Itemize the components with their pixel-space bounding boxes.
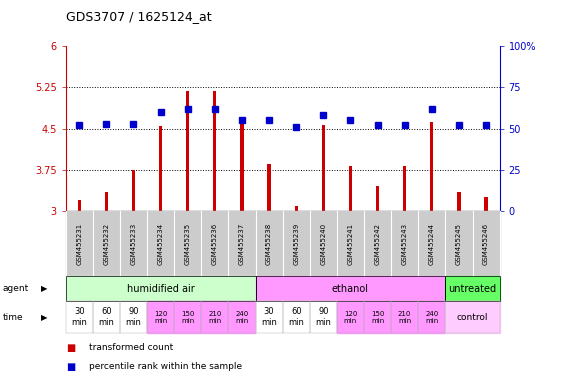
Text: control: control [457,313,488,322]
Text: ▶: ▶ [41,313,47,322]
Text: 120
min: 120 min [344,311,357,324]
Text: GDS3707 / 1625124_at: GDS3707 / 1625124_at [66,10,211,23]
Text: 90
min: 90 min [126,308,142,327]
Bar [213,91,216,211]
Bar [376,187,379,211]
Text: ■: ■ [66,343,75,353]
Bar [295,206,298,211]
Text: 210
min: 210 min [398,311,411,324]
Text: ethanol: ethanol [332,284,369,294]
Text: percentile rank within the sample: percentile rank within the sample [89,362,242,371]
Text: 150
min: 150 min [371,311,384,324]
Text: GSM455237: GSM455237 [239,223,245,265]
Text: 30
min: 30 min [261,308,277,327]
Text: GSM455234: GSM455234 [158,223,164,265]
Bar [403,166,407,211]
Text: 210
min: 210 min [208,311,222,324]
Text: GSM455232: GSM455232 [103,223,110,265]
Text: 90
min: 90 min [315,308,331,327]
Bar [349,166,352,211]
Text: GSM455245: GSM455245 [456,223,462,265]
Bar [267,164,271,211]
Bar [186,91,190,211]
Bar [159,126,162,211]
Text: GSM455233: GSM455233 [130,223,136,265]
Text: 60
min: 60 min [98,308,114,327]
Text: 30
min: 30 min [71,308,87,327]
Text: GSM455246: GSM455246 [483,223,489,265]
Bar [132,170,135,211]
Text: GSM455244: GSM455244 [429,223,435,265]
Text: GSM455241: GSM455241 [347,223,353,265]
Text: 60
min: 60 min [288,308,304,327]
Bar [104,192,108,211]
Text: GSM455235: GSM455235 [184,223,191,265]
Text: agent: agent [3,285,29,293]
Text: GSM455243: GSM455243 [401,223,408,265]
Text: GSM455242: GSM455242 [375,223,381,265]
Text: ■: ■ [66,362,75,372]
Text: GSM455240: GSM455240 [320,223,327,265]
Bar [484,197,488,211]
Text: transformed count: transformed count [89,343,173,351]
Bar [430,122,433,211]
Text: humidified air: humidified air [127,284,195,294]
Text: GSM455231: GSM455231 [76,223,82,265]
Bar [457,192,461,211]
Text: 150
min: 150 min [181,311,194,324]
Bar [240,122,244,211]
Text: 240
min: 240 min [425,311,439,324]
Text: ▶: ▶ [41,285,47,293]
Text: GSM455238: GSM455238 [266,223,272,265]
Text: 120
min: 120 min [154,311,167,324]
Text: 240
min: 240 min [235,311,248,324]
Bar [78,200,81,211]
Text: time: time [3,313,23,322]
Bar [321,125,325,211]
Text: GSM455236: GSM455236 [212,223,218,265]
Text: untreated: untreated [448,284,497,294]
Text: GSM455239: GSM455239 [293,223,299,265]
